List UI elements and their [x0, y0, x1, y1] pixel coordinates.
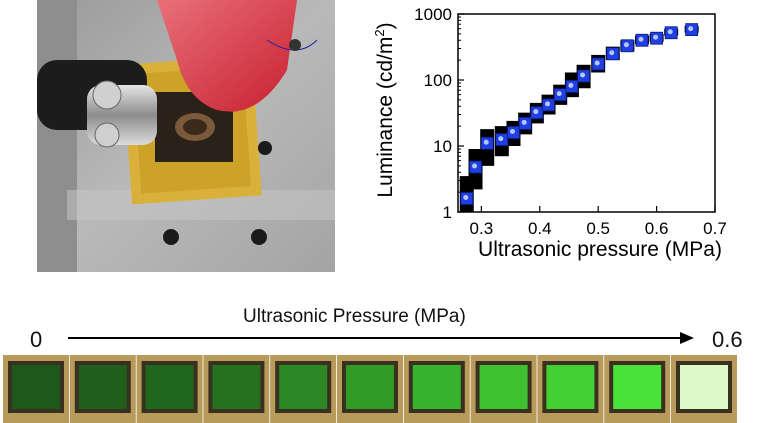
data-point-highlight [667, 29, 673, 35]
luminance-frame [604, 355, 671, 423]
luminance-frame [69, 355, 136, 423]
data-point-highlight [533, 109, 539, 115]
luminance-frame [203, 355, 270, 423]
y-axis-label: Luminance (cd/m2) [372, 22, 397, 197]
device-photo [37, 0, 335, 272]
plot-frame [457, 13, 716, 213]
data-point-highlight [521, 119, 527, 125]
data-point-highlight [609, 50, 615, 56]
luminance-frame [337, 355, 403, 423]
data-point-highlight [545, 101, 551, 107]
luminance-frame [270, 355, 337, 423]
data-point-highlight [653, 34, 659, 40]
sequence-start-label: 0 [30, 327, 43, 352]
data-point-highlight [688, 26, 694, 32]
x-tick-label: 0.7 [703, 219, 727, 238]
y-tick-label: 10 [433, 137, 452, 156]
luminance-frame [537, 355, 604, 423]
data-point-highlight [509, 129, 515, 135]
luminance-frame [671, 355, 737, 423]
x-axis-label: Ultrasonic pressure (MPa) [478, 238, 722, 261]
luminance-frame [403, 355, 470, 423]
luminance-chart: 0.3 0.4 0.5 0.6 0.7 1 10 100 1000 Ultrasonic pre… [372, 5, 727, 261]
luminance-frame [136, 355, 203, 423]
luminance-frame [470, 355, 537, 423]
x-tick-label: 0.5 [586, 219, 610, 238]
sequence-title: Ultrasonic Pressure (MPa) [243, 306, 466, 327]
data-point-highlight [568, 82, 574, 88]
x-tick-label: 0.4 [528, 219, 552, 238]
data-point-highlight [623, 42, 629, 48]
x-tick-label: 0.6 [645, 219, 669, 238]
x-tick-label: 0.3 [470, 219, 494, 238]
data-point-highlight [594, 60, 600, 66]
luminance-frame [3, 355, 69, 423]
y-tick-label: 1000 [414, 5, 452, 24]
data-point-highlight [556, 91, 562, 97]
data-point-highlight [463, 195, 469, 201]
data-point-highlight [580, 72, 586, 78]
data-point-highlight [638, 36, 644, 42]
pressure-arrow [68, 332, 694, 344]
sequence-end-label: 0.6 [712, 327, 743, 352]
data-point-highlight [472, 163, 478, 169]
luminance-frame-strip [3, 355, 737, 423]
pressure-arrow-row: 0 Ultrasonic Pressure (MPa) 0.6 [0, 300, 770, 352]
y-tick-label: 100 [424, 71, 452, 90]
y-tick-label: 1 [443, 203, 452, 222]
data-point-highlight [483, 139, 489, 145]
data-point-highlight [498, 136, 504, 142]
